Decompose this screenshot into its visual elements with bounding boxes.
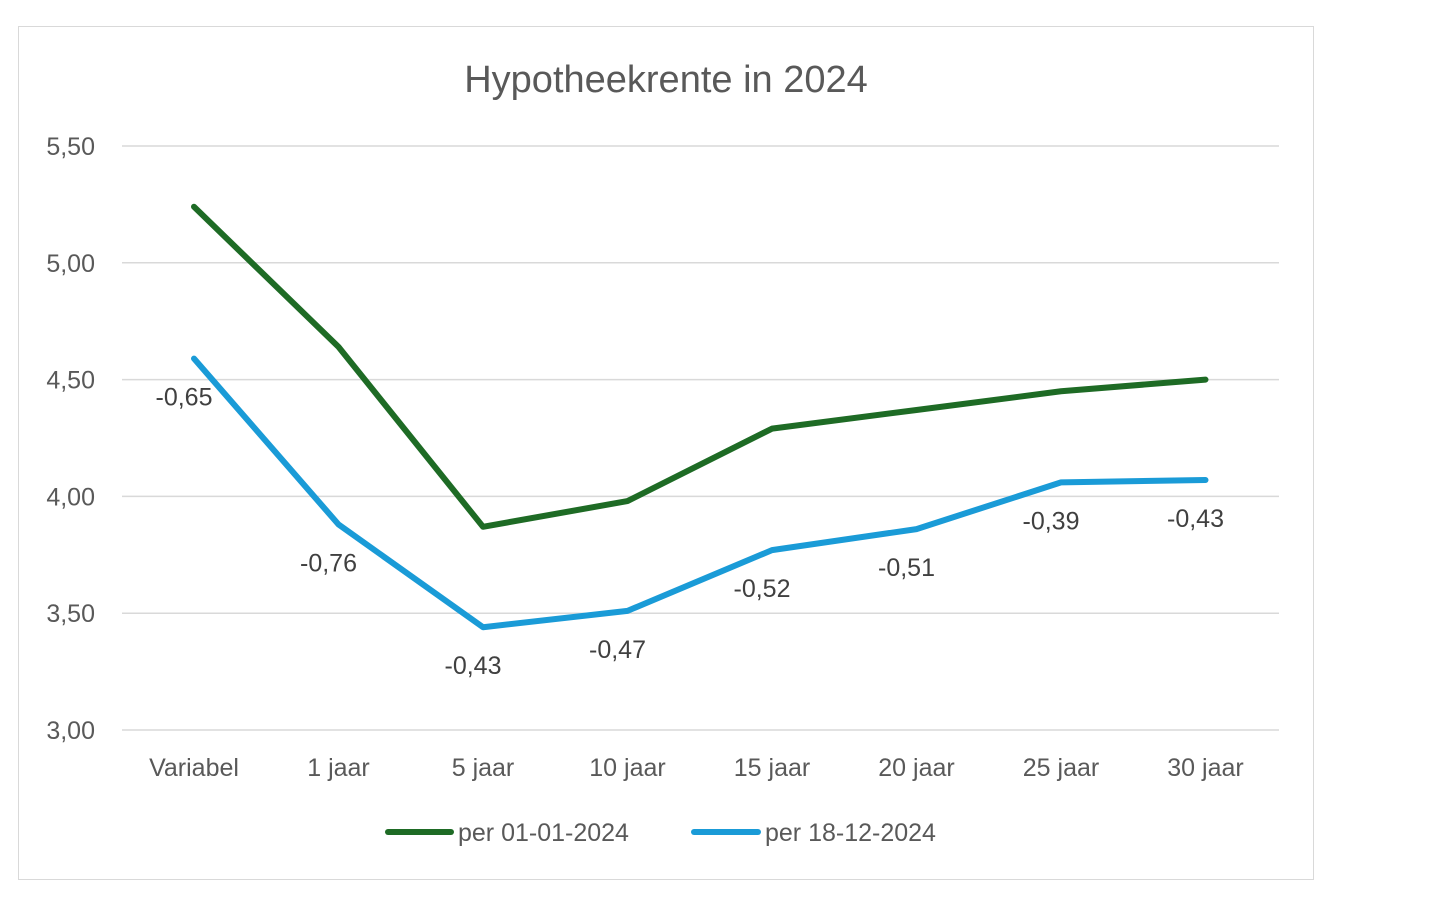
data-label: -0,51 [878,554,935,582]
x-tick-label: 25 jaar [1023,754,1099,782]
y-tick-label: 3,00 [46,717,95,745]
x-axis-tick-labels: Variabel 1 jaar 5 jaar 10 jaar 15 jaar 20 jaa… [149,754,1244,782]
data-label: -0,65 [156,384,213,412]
x-tick-label: 1 jaar [307,754,370,782]
legend-label: per 18-12-2024 [765,819,936,847]
data-label: -0,43 [1167,505,1224,533]
x-tick-label: 20 jaar [878,754,954,782]
legend-item: per 01-01-2024 [385,819,629,847]
legend-label: per 01-01-2024 [458,819,629,847]
data-label: -0,52 [734,575,791,603]
data-label: -0,76 [300,549,357,577]
data-label: -0,47 [589,636,646,664]
data-label: -0,39 [1023,507,1080,535]
series-line-1 [191,203,1209,530]
x-tick-label: 5 jaar [452,754,515,782]
y-tick-label: 4,50 [46,367,95,395]
data-labels: -0,65 -0,76 -0,43 -0,47 -0,52 -0,51 -0,39 -0,43 [156,384,1224,681]
y-tick-label: 4,00 [46,483,95,511]
y-tick-label: 5,50 [46,133,95,161]
data-label: -0,43 [445,652,502,680]
series-line-2 [191,355,1209,631]
y-tick-label: 5,00 [46,250,95,278]
legend-item: per 18-12-2024 [691,819,936,847]
x-tick-label: 30 jaar [1167,754,1243,782]
y-axis-tick-labels: 3,00 3,50 4,00 4,50 5,00 5,50 [46,133,95,745]
x-tick-label: Variabel [149,754,239,782]
chart-title: Hypotheekrente in 2024 [464,59,868,101]
gridlines [122,145,1279,731]
y-tick-label: 3,50 [46,600,95,628]
chart-frame [18,26,1314,880]
legend: per 01-01-2024 per 18-12-2024 [385,819,936,847]
x-tick-label: 15 jaar [734,754,810,782]
series-lines [191,203,1209,631]
x-tick-label: 10 jaar [589,754,665,782]
